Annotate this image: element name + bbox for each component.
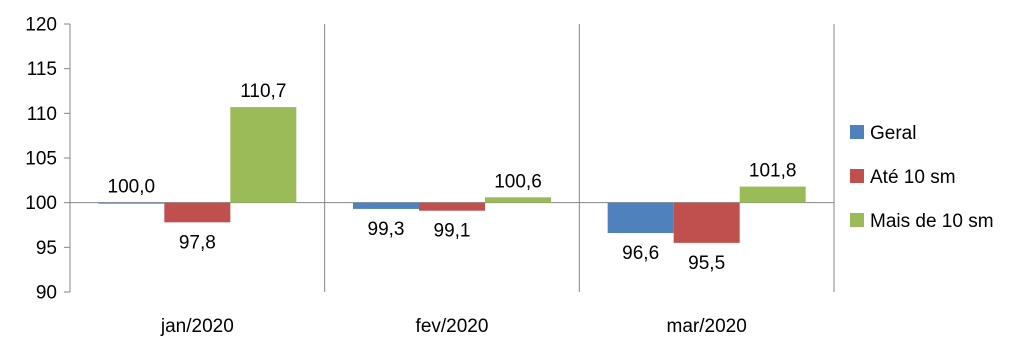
legend: Geral Até 10 sm Mais de 10 sm [850,123,994,232]
y-tick-label: 90 [36,283,57,304]
legend-swatch [850,169,864,183]
data-label: 101,8 [749,161,797,182]
y-tick-label: 120 [25,15,57,36]
data-label: 95,5 [688,253,725,274]
legend-swatch [850,125,864,139]
bar-2-3 [673,202,740,243]
bar-1-2 [353,202,419,209]
y-tick-label: 105 [25,149,57,170]
legend-swatch [850,213,864,227]
legend-label: Geral [870,123,916,144]
x-tick-label: jan/2020 [160,316,234,337]
y-tick-label: 115 [27,59,57,80]
legend-label: Até 10 sm [870,167,956,188]
bar-3-3 [739,186,806,203]
bars [98,107,806,243]
bar-3-1 [230,107,297,203]
axes: 90 95 100 105 110 115 120 jan/2020 fev/2020 mar/2… [25,15,835,337]
data-label: 96,6 [622,243,659,264]
data-label: 99,3 [368,219,405,240]
data-labels: 100,0 97,8 110,7 99,3 99,1 100,6 96,6 95,5 101,8 [108,81,797,274]
data-label: 110,7 [240,81,286,102]
bar-1-3 [607,202,674,234]
data-label: 97,8 [179,232,216,253]
data-label: 100,6 [494,171,542,192]
bar-1-1 [98,202,165,204]
bar-3-2 [485,197,551,203]
y-tick-label: 95 [36,238,57,259]
data-label: 99,1 [434,221,471,242]
data-label: 100,0 [108,177,156,198]
x-tick-label: mar/2020 [667,316,747,337]
x-tick-label: fev/2020 [416,316,489,337]
y-tick-label: 110 [27,104,57,125]
bar-2-2 [419,202,485,211]
legend-label: Mais de 10 sm [870,211,994,232]
bar-2-1 [164,202,231,223]
y-tick-label: 100 [25,193,57,214]
